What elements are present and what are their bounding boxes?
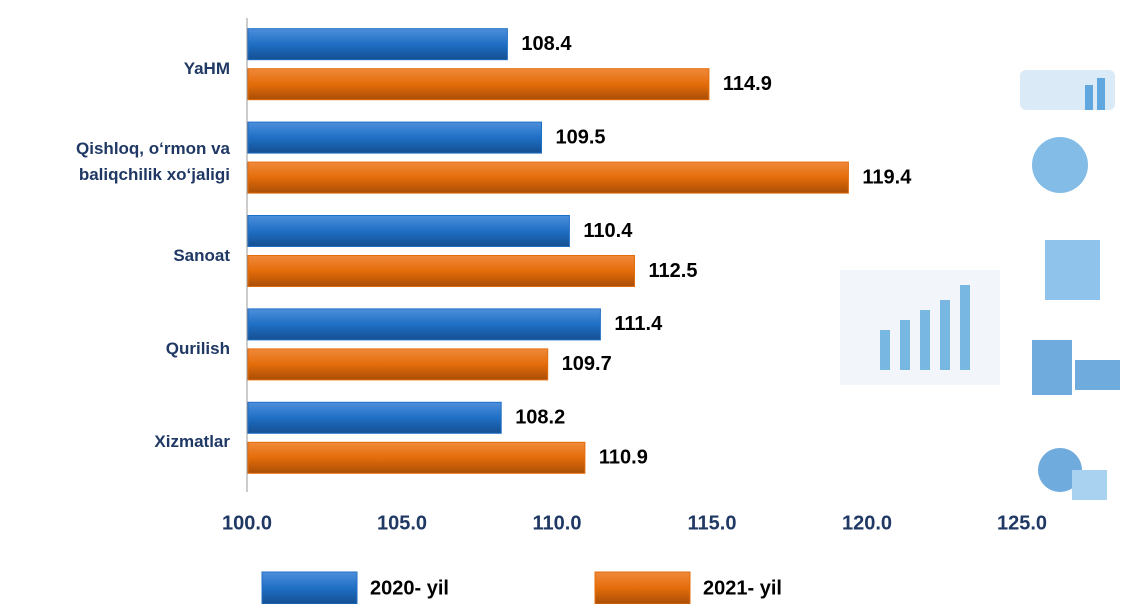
x-tick-label: 125.0: [997, 512, 1047, 534]
bar: [247, 68, 710, 101]
category-label: Sanoat: [173, 245, 230, 265]
x-tick-label: 120.0: [842, 512, 892, 534]
x-tick-label: 110.0: [533, 512, 582, 534]
x-tick-label: 100.0: [222, 512, 272, 534]
value-label: 109.5: [556, 126, 606, 148]
value-label: 114.9: [723, 73, 772, 95]
bar: [247, 308, 601, 341]
value-label: 119.4: [862, 166, 912, 188]
legend-swatch: [594, 571, 691, 604]
value-label: 112.5: [649, 260, 698, 282]
value-label: 111.4: [614, 313, 663, 335]
value-label: 108.4: [521, 33, 572, 55]
bar: [247, 255, 635, 287]
legend-swatch: [261, 571, 358, 604]
value-label: 108.2: [515, 407, 565, 429]
value-label: 110.4: [583, 220, 633, 242]
bar: [247, 161, 849, 194]
legend-label: 2021- yil: [703, 577, 782, 599]
bar: [247, 441, 586, 474]
bar: [247, 401, 502, 434]
category-label: Qishloq, o‘rmon va baliqchilik xo‘jaligi: [76, 139, 230, 185]
bar: [247, 348, 549, 381]
x-tick-label: 115.0: [688, 512, 737, 534]
bar: [247, 215, 570, 247]
value-label: 110.9: [599, 447, 648, 469]
bar: [247, 28, 508, 61]
category-label: YaHM: [183, 58, 230, 78]
value-label: 109.7: [562, 353, 612, 375]
x-tick-label: 105.0: [377, 512, 427, 534]
legend-label: 2020- yil: [370, 577, 449, 599]
bar: [247, 121, 542, 154]
category-label: Xizmatlar: [154, 432, 230, 452]
decor-icons: [840, 70, 1120, 500]
category-label: Qurilish: [165, 338, 230, 358]
